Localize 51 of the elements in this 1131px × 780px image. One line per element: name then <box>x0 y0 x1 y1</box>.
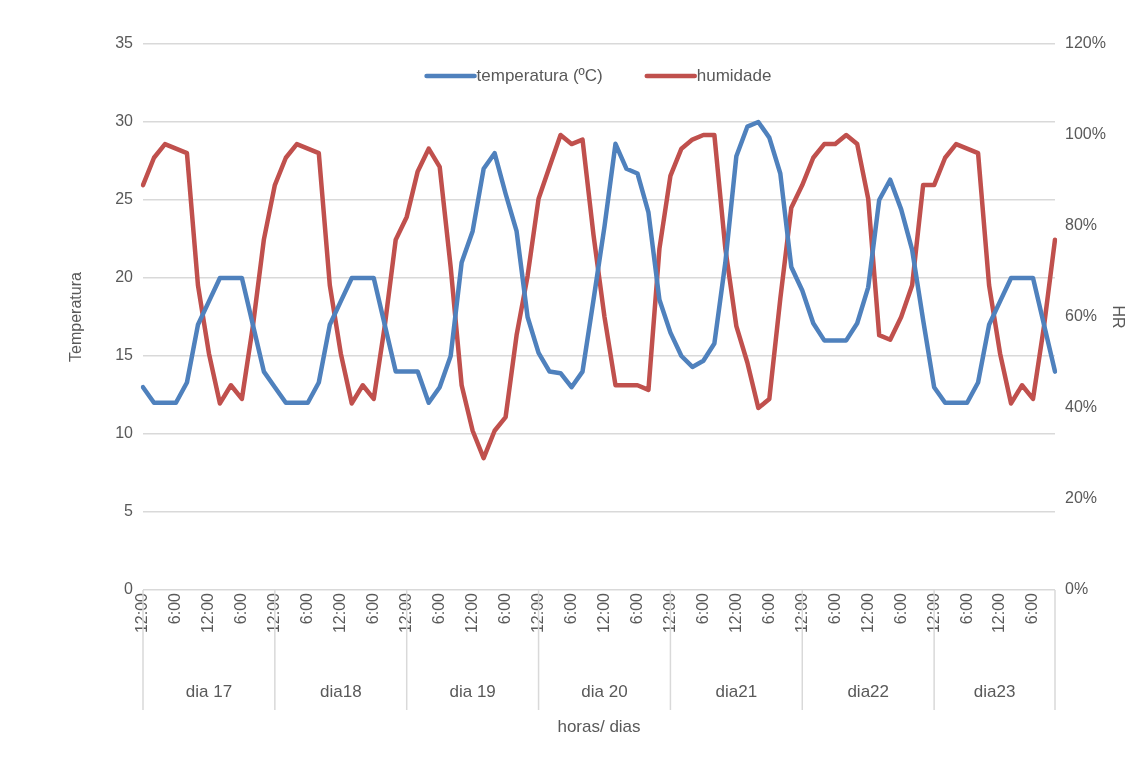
legend-label: temperatura (ºC) <box>476 65 603 85</box>
x-tick-label: 6:00 <box>298 592 316 625</box>
text: dia23 <box>973 681 1016 701</box>
x-tick-label: 12:00 <box>924 592 942 634</box>
y-tick-label: 25 <box>115 190 134 208</box>
y2-tick-label: 100% <box>1065 125 1106 143</box>
x-tick-label: 6:00 <box>166 592 184 625</box>
x-tick-label: 6:00 <box>232 592 250 625</box>
text: dia 20 <box>581 681 628 701</box>
y2-tick-label: 120% <box>1065 34 1106 52</box>
x-tick-label: 6:00 <box>561 592 579 625</box>
x-tick-label: 6:00 <box>430 592 448 625</box>
x-tick-label: 6:00 <box>496 592 514 625</box>
x-tick-label: 12:00 <box>990 592 1008 634</box>
x-tick-label: 12:00 <box>463 592 481 634</box>
text: dia22 <box>847 681 890 701</box>
y-tick-label: 35 <box>115 34 134 52</box>
x-tick-label: 12:00 <box>726 592 744 634</box>
x-tick-label: 6:00 <box>627 592 645 625</box>
x-tick-label: 6:00 <box>759 592 777 625</box>
y2-tick-label: 80% <box>1065 216 1098 234</box>
y2-axis-title: HR <box>1109 305 1127 329</box>
y2-tick-label: 60% <box>1065 307 1098 325</box>
text: dia 19 <box>449 681 496 701</box>
x-tick-label: 12:00 <box>133 592 151 634</box>
text: dia 17 <box>185 681 233 701</box>
x-tick-label: 6:00 <box>364 592 382 625</box>
y2-tick-label: 0% <box>1065 580 1089 598</box>
y-tick-label: 30 <box>115 112 134 130</box>
x-tick-label: 12:00 <box>265 592 283 634</box>
text: dia21 <box>715 681 758 701</box>
x-axis-title: horas/ dias <box>557 717 641 737</box>
x-tick-label: 6:00 <box>825 592 843 625</box>
y-tick-label: 10 <box>115 424 134 442</box>
y-tick-label: 5 <box>124 502 134 520</box>
y-tick-label: 0 <box>124 580 134 598</box>
y-tick-label: 15 <box>115 346 134 364</box>
text: dia18 <box>319 681 362 701</box>
x-tick-label: 6:00 <box>891 592 909 625</box>
y2-tick-label: 40% <box>1065 398 1098 416</box>
x-tick-label: 12:00 <box>594 592 612 634</box>
legend-label: humidade <box>696 65 772 85</box>
x-tick-label: 6:00 <box>957 592 975 625</box>
x-tick-label: 12:00 <box>858 592 876 634</box>
x-tick-label: 12:00 <box>199 592 217 634</box>
y-axis-title: Temperatura <box>67 271 85 362</box>
x-tick-label: 12:00 <box>331 592 349 634</box>
y-tick-label: 20 <box>115 268 134 286</box>
x-tick-label: 6:00 <box>1023 592 1041 625</box>
y2-tick-label: 20% <box>1065 489 1098 507</box>
x-tick-label: 6:00 <box>693 592 711 625</box>
